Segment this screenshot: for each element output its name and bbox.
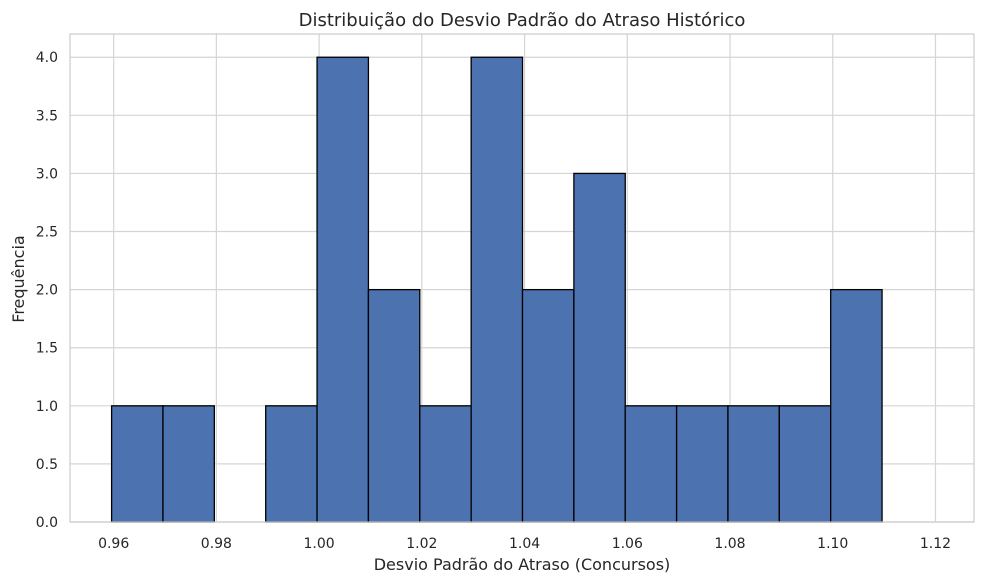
histogram-bar	[265, 405, 318, 523]
x-tick-label: 1.04	[509, 536, 540, 552]
y-tick-label: 2.0	[36, 283, 58, 299]
x-axis-label: Desvio Padrão do Atraso (Concursos)	[374, 555, 671, 574]
histogram-bar	[110, 405, 164, 523]
x-axis-ticks: 0.96 0.98 1.00 1.02 1.04 1.06 1.08 1.10 1.12	[98, 536, 951, 552]
x-tick-label: 1.02	[406, 536, 437, 552]
x-tick-label: 1.12	[920, 536, 951, 552]
histogram-bar	[316, 56, 370, 523]
histogram-bar	[367, 288, 421, 523]
plot-area-frame	[69, 33, 975, 523]
y-tick-label: 0.5	[36, 457, 58, 473]
histogram-bar	[573, 172, 626, 523]
x-tick-label: 0.96	[98, 536, 129, 552]
y-tick-label: 4.0	[36, 50, 58, 66]
y-tick-label: 0.0	[36, 515, 58, 531]
histogram-bar	[419, 405, 472, 523]
histogram-bar	[521, 288, 575, 523]
y-tick-label: 3.0	[36, 166, 58, 182]
x-tick-label: 1.06	[612, 536, 643, 552]
y-tick-label: 2.5	[36, 225, 58, 241]
y-axis-ticks: 0.0 0.5 1.0 1.5 2.0 2.5 3.0 3.5 4.0	[36, 50, 58, 531]
chart-title: Distribuição do Desvio Padrão do Atraso …	[299, 10, 746, 31]
histogram-bar	[675, 405, 729, 523]
y-tick-label: 3.5	[36, 108, 58, 124]
x-tick-label: 1.00	[304, 536, 335, 552]
histogram-bars	[110, 56, 883, 523]
x-tick-label: 1.08	[714, 536, 745, 552]
histogram-bar	[624, 405, 678, 523]
histogram-bar	[470, 56, 524, 523]
histogram-bar	[162, 405, 215, 523]
x-tick-label: 1.10	[817, 536, 848, 552]
y-tick-label: 1.0	[36, 399, 58, 415]
y-tick-label: 1.5	[36, 341, 58, 357]
histogram-bar	[778, 405, 832, 523]
histogram-bar	[727, 405, 780, 523]
x-tick-label: 0.98	[201, 536, 232, 552]
histogram-bar	[830, 288, 883, 523]
y-axis-label: Frequência	[9, 235, 28, 322]
